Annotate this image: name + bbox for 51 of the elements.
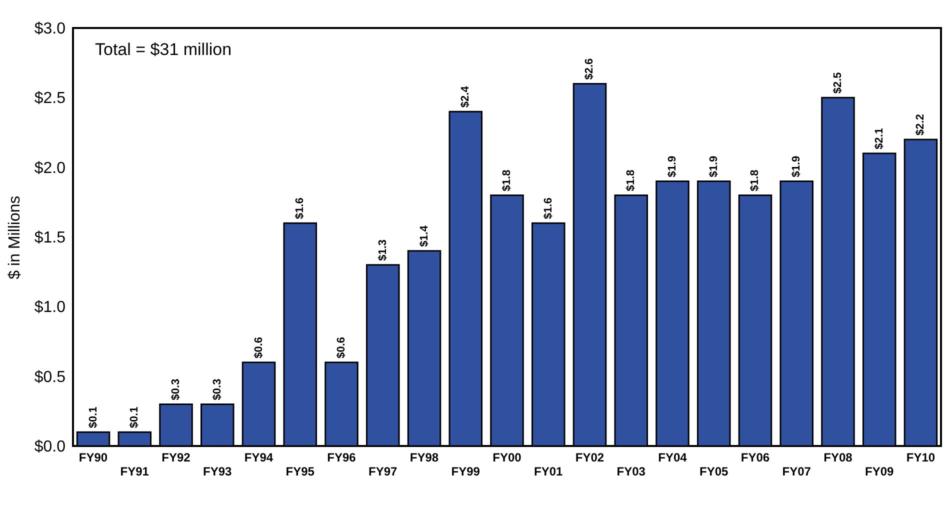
data-label: $1.9: [666, 156, 678, 178]
x-tick-label: FY95: [286, 464, 315, 478]
x-tick-label: FY02: [575, 450, 604, 464]
data-label: $1.9: [708, 156, 720, 178]
data-label: $0.3: [211, 378, 224, 400]
data-label: $1.4: [418, 224, 430, 247]
y-tick-label: $2.5: [34, 90, 66, 108]
data-label: $1.8: [501, 170, 513, 192]
x-tick-label: FY03: [616, 464, 646, 478]
x-tick-label: FY92: [162, 450, 191, 464]
x-tick-label: FY99: [451, 464, 480, 478]
x-tick-label: FY91: [120, 464, 150, 478]
data-label: $1.8: [625, 170, 638, 192]
data-label: $1.3: [376, 239, 389, 261]
x-tick-label: FY96: [327, 450, 356, 464]
data-label: $0.1: [128, 406, 141, 428]
data-label: $2.6: [584, 58, 596, 80]
y-axis-title: $ in Millions: [6, 196, 24, 280]
y-tick-label: $3.0: [34, 20, 66, 38]
data-label: $2.5: [832, 72, 844, 94]
x-tick-label: FY07: [782, 464, 812, 478]
x-tick-label: FY06: [740, 450, 770, 464]
x-tick-label: FY94: [244, 450, 274, 464]
data-label: $1.6: [294, 198, 306, 220]
x-tick-label: FY05: [700, 464, 729, 478]
data-label: $2.1: [873, 128, 886, 150]
data-label: $0.1: [87, 406, 100, 428]
x-tick-label: FY00: [492, 450, 522, 464]
x-tick-label: FY08: [824, 450, 853, 464]
y-tick-label: $0.0: [34, 438, 66, 456]
data-label: $0.6: [252, 336, 265, 358]
annotation: Total = $31 million: [95, 40, 232, 59]
x-tick-label: FY90: [78, 450, 108, 464]
data-label: $0.3: [170, 378, 182, 400]
x-tick-label: FY98: [410, 450, 439, 464]
x-tick-label: FY93: [203, 464, 232, 478]
data-label: $2.2: [914, 114, 927, 136]
data-label: $1.6: [542, 198, 554, 220]
x-tick-label: FY04: [658, 450, 688, 464]
x-tick-label: FY01: [534, 464, 564, 478]
y-tick-label: $1.0: [34, 299, 66, 316]
data-label: $1.9: [790, 156, 803, 178]
y-tick-label: $1.5: [34, 230, 66, 246]
x-tick-label: FY09: [865, 464, 894, 478]
x-tick-label: FY97: [368, 464, 398, 478]
x-tick-label: FY10: [906, 450, 936, 464]
data-label: $2.4: [460, 85, 472, 108]
data-label: $0.6: [336, 336, 348, 358]
y-tick-label: $0.5: [34, 368, 66, 386]
data-label: $1.8: [749, 170, 762, 192]
y-tick-label: $2.0: [34, 160, 66, 177]
